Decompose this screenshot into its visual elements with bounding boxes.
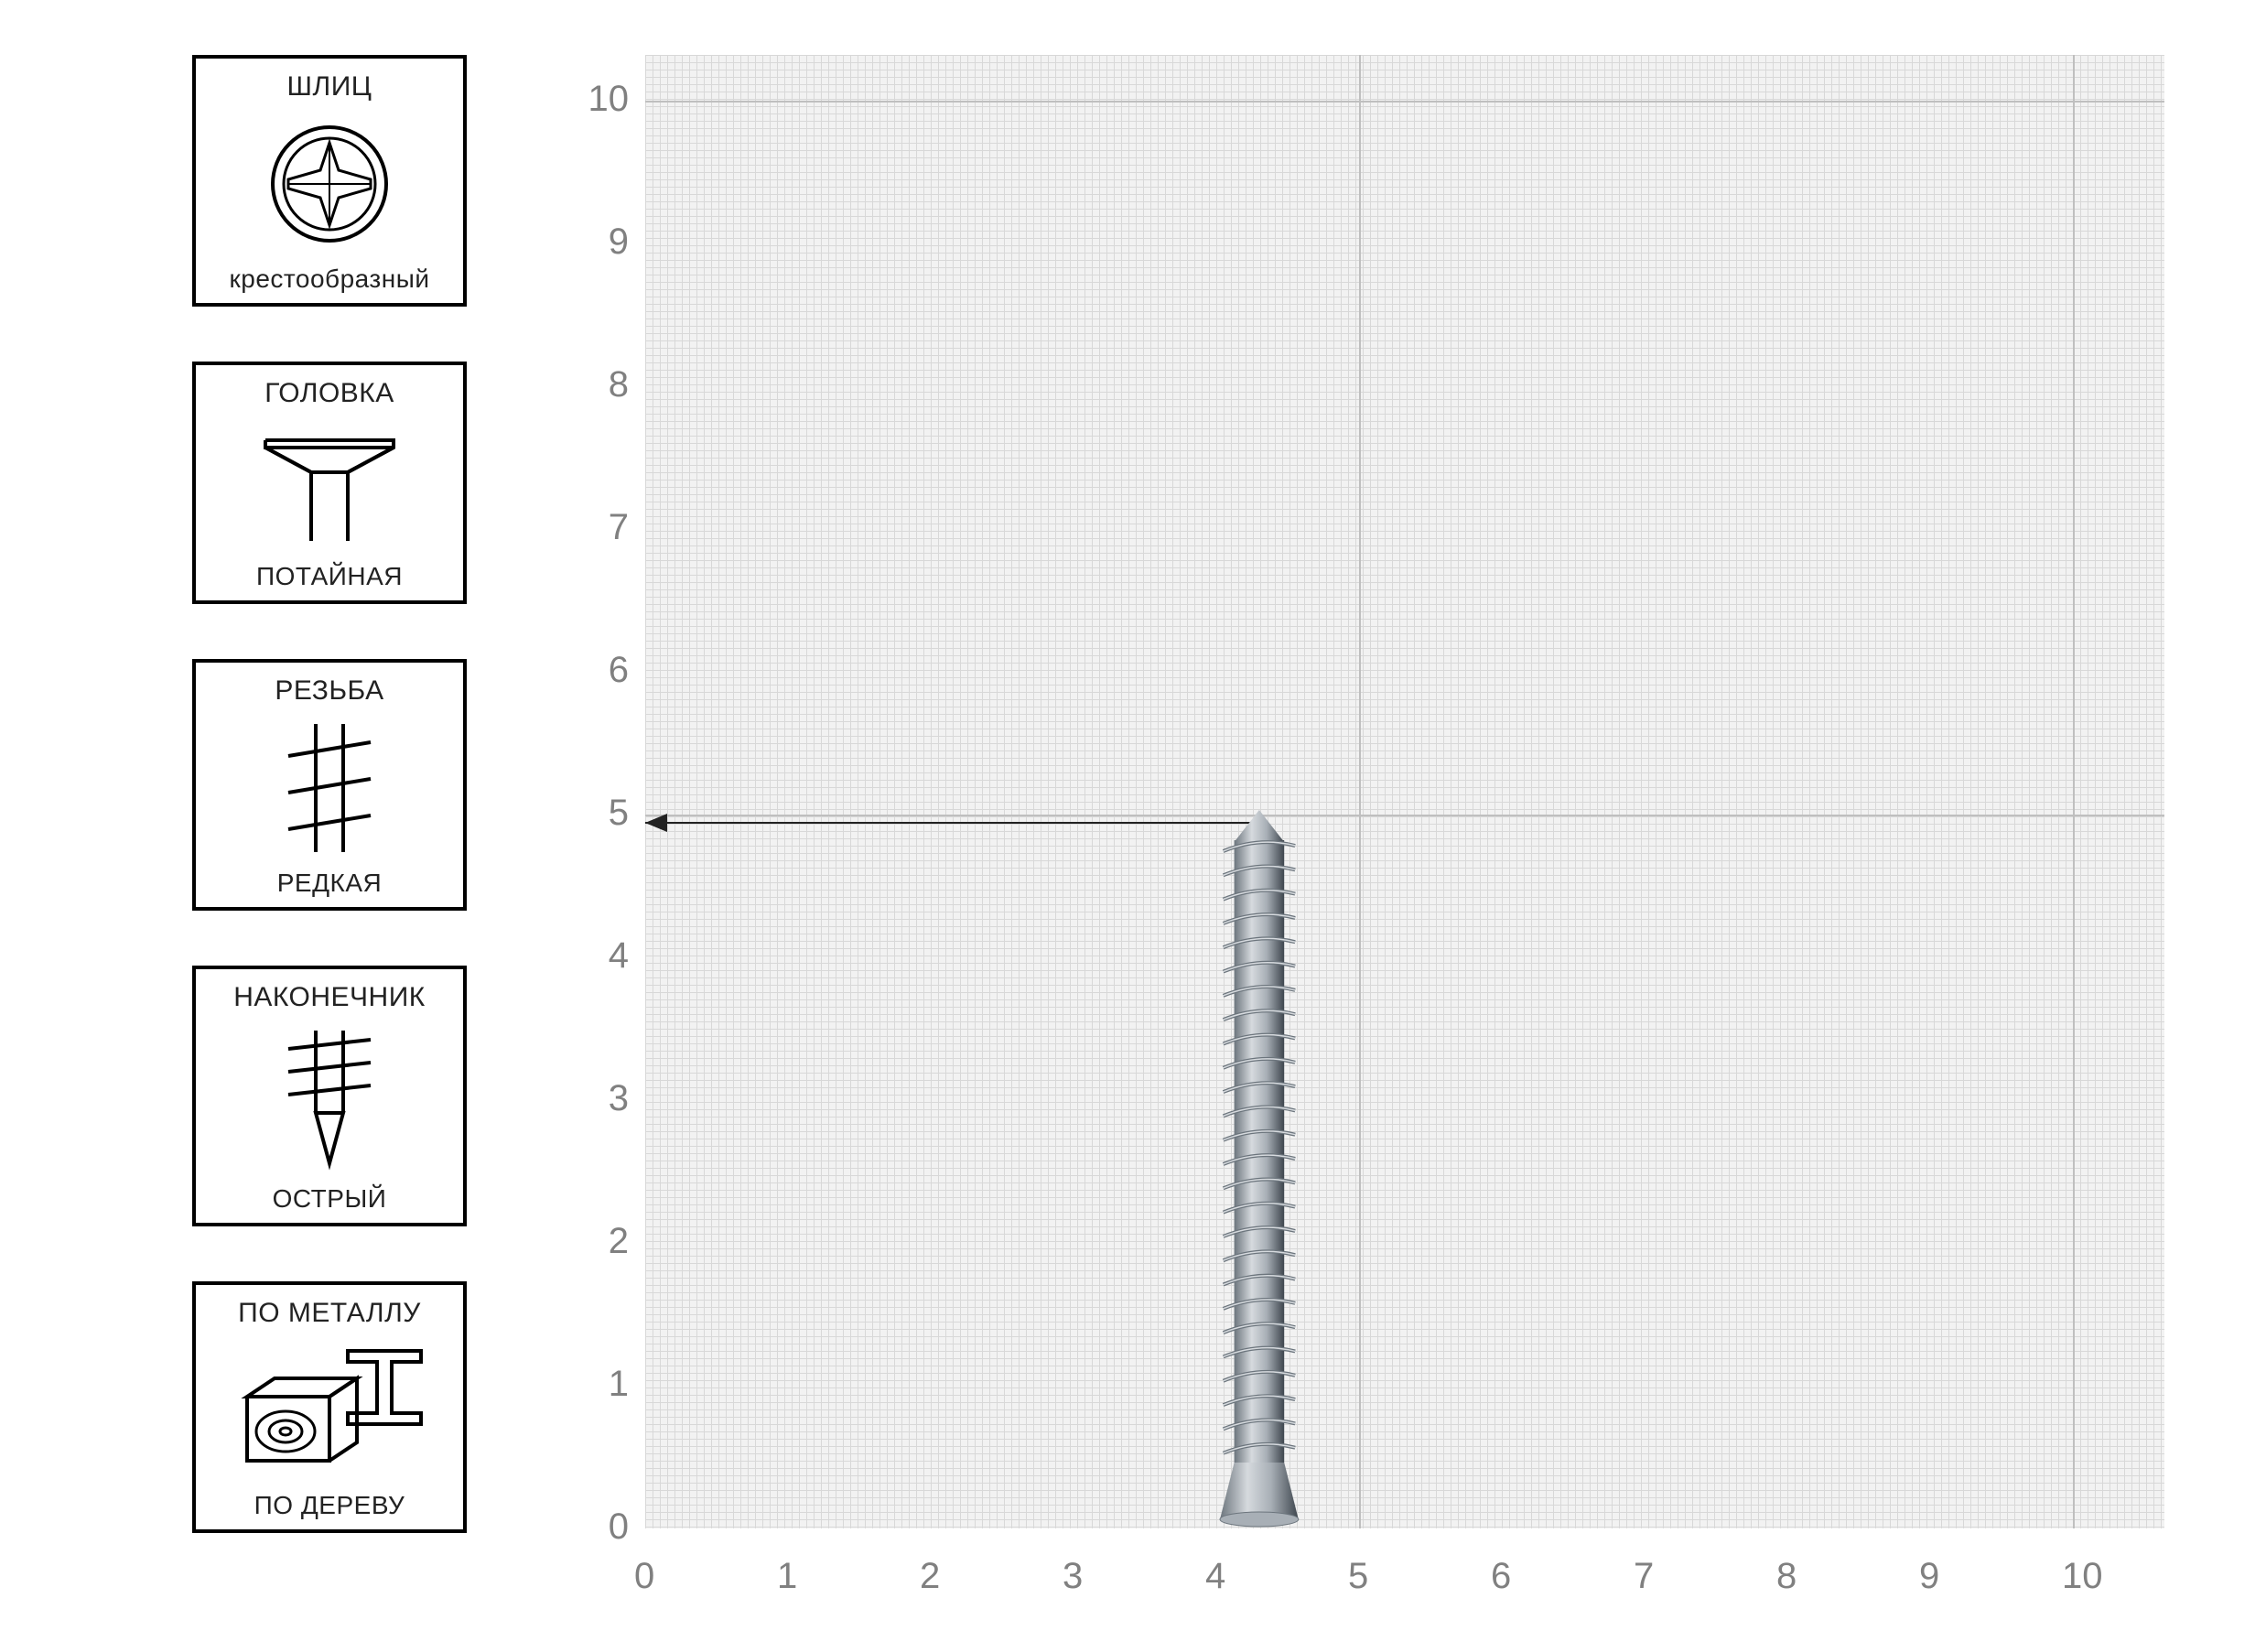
card-sublabel: ОСТРЫЙ (273, 1184, 387, 1214)
y-tick-label: 5 (609, 793, 629, 834)
sharp-tip-icon (265, 1026, 394, 1177)
card-material-type: ПО МЕТАЛЛУ ПО ДЕРЕВУ (192, 1281, 467, 1533)
y-tick-label: 2 (609, 1221, 629, 1262)
card-sublabel: крестообразный (230, 265, 430, 294)
major-vertical-line (2073, 55, 2075, 1528)
x-tick-label: 8 (1776, 1556, 1797, 1597)
x-tick-label: 9 (1919, 1556, 1939, 1597)
x-tick-label: 1 (777, 1556, 797, 1597)
x-tick-label: 7 (1634, 1556, 1654, 1597)
y-tick-label: 3 (609, 1078, 629, 1119)
x-tick-label: 4 (1205, 1556, 1225, 1597)
wood-metal-icon (229, 1342, 430, 1484)
y-tick-label: 9 (609, 221, 629, 263)
card-head-type: ГОЛОВКА ПОТАЙНАЯ (192, 362, 467, 604)
x-tick-label: 6 (1491, 1556, 1511, 1597)
y-tick-label: 10 (588, 79, 630, 120)
card-title: ПО МЕТАЛЛУ (238, 1298, 421, 1329)
grid-background (645, 55, 2164, 1528)
card-slot-type: ШЛИЦ крестообразный (192, 55, 467, 307)
major-horizontal-line (645, 101, 2164, 103)
card-title: ГОЛОВКА (264, 378, 394, 409)
x-tick-label: 5 (1348, 1556, 1368, 1597)
card-tip-type: НАКОНЕЧНИК ОСТРЫЙ (192, 966, 467, 1226)
card-title: ШЛИЦ (287, 71, 372, 103)
y-tick-label: 8 (609, 364, 629, 405)
x-tick-label: 0 (634, 1556, 654, 1597)
phillips-icon (261, 115, 398, 257)
x-tick-label: 2 (920, 1556, 940, 1597)
card-sublabel: ПО ДЕРЕВУ (254, 1491, 405, 1520)
card-title: НАКОНЕЧНИК (233, 982, 426, 1013)
card-title: РЕЗЬБА (275, 675, 383, 707)
dimension-line-segment (645, 822, 1259, 824)
screw-graphic (1206, 805, 1312, 1542)
measurement-chart: 0 1 2 3 4 5 6 7 8 9 10 0 1 2 3 4 5 6 7 8 9 10 (558, 55, 2169, 1629)
major-horizontal-line (645, 815, 2164, 816)
y-tick-label: 4 (609, 935, 629, 977)
major-vertical-line (1359, 55, 1361, 1528)
dimension-arrowhead (645, 814, 667, 832)
y-tick-label: 0 (609, 1506, 629, 1548)
card-sublabel: ПОТАЙНАЯ (256, 562, 403, 591)
y-tick-label: 1 (609, 1364, 629, 1405)
x-tick-label: 10 (2062, 1556, 2103, 1597)
card-sublabel: РЕДКАЯ (277, 869, 383, 898)
x-tick-label: 3 (1063, 1556, 1083, 1597)
y-tick-label: 7 (609, 507, 629, 548)
card-thread-type: РЕЗЬБА РЕДКАЯ (192, 659, 467, 911)
spec-sidebar: ШЛИЦ крестообразный ГОЛОВКА ПОТАЙНАЯ РЕЗ… (192, 55, 467, 1588)
coarse-thread-icon (265, 719, 394, 861)
countersunk-icon (247, 422, 412, 555)
y-tick-label: 6 (609, 650, 629, 691)
